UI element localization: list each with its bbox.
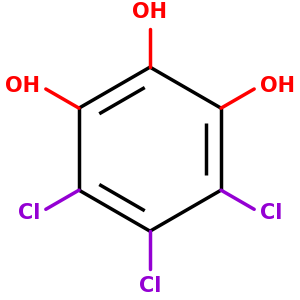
Text: Cl: Cl — [260, 203, 283, 223]
Text: OH: OH — [133, 2, 167, 22]
Text: Cl: Cl — [139, 276, 161, 296]
Text: Cl: Cl — [17, 203, 40, 223]
Text: OH: OH — [260, 76, 295, 96]
Text: OH: OH — [5, 76, 40, 96]
